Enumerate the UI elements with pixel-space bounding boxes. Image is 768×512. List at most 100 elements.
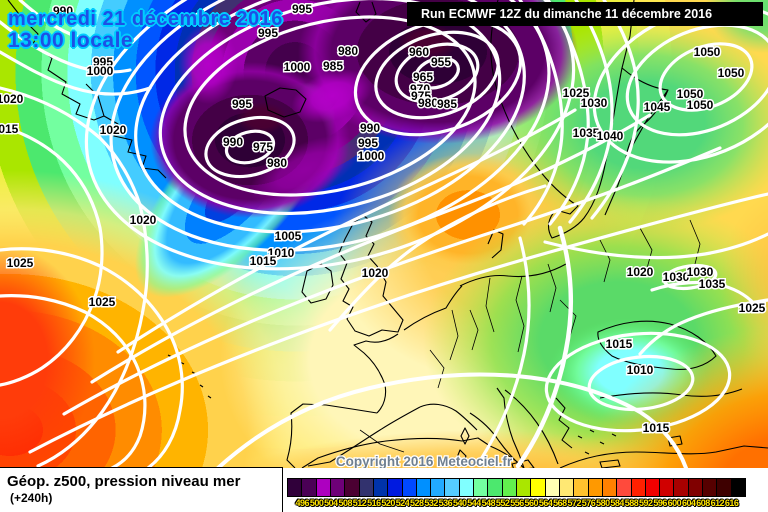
- pressure-label: 1045: [644, 100, 671, 114]
- legend-color-cell: [287, 478, 303, 497]
- pressure-label: 1010: [627, 363, 654, 377]
- pressure-label: 995: [93, 55, 113, 69]
- pressure-label: 980: [418, 96, 438, 110]
- legend-color-cell: [458, 478, 475, 497]
- legend-scale-value: 580: [596, 498, 610, 508]
- coast-greece: [555, 397, 573, 449]
- legend-color-cell: [573, 478, 589, 497]
- legend-param-box: Géop. z500, pression niveau mer (+240h): [0, 467, 283, 512]
- legend-color-cell: [702, 478, 718, 497]
- legend-color-cell: [387, 478, 403, 497]
- legend-color-cell: [344, 478, 360, 497]
- pressure-label: 1005: [275, 229, 302, 243]
- pressure-label: 1020: [100, 123, 127, 137]
- pressure-label: 995: [258, 26, 278, 40]
- legend-scale-value: 520: [381, 498, 395, 508]
- forecast-hour: (+240h): [10, 491, 53, 505]
- pressure-label: 1000: [284, 60, 311, 74]
- legend-scale-value: 548: [481, 498, 496, 508]
- legend-scale-value: 596: [653, 498, 667, 508]
- pressure-label: 960: [409, 45, 429, 59]
- legend-scale-value: 508: [338, 498, 353, 508]
- pressure-label: 1000: [358, 149, 385, 163]
- run-info-box: Run ECMWF 12Z du dimanche 11 décembre 20…: [407, 2, 763, 26]
- pressure-label: 990: [360, 121, 380, 135]
- legend-color-cell: [516, 478, 532, 497]
- legend-color-cell: [730, 478, 746, 497]
- coast-croatia: [504, 389, 559, 465]
- legend-color-cell: [329, 478, 346, 497]
- pressure-label: 1025: [563, 86, 590, 100]
- pressure-label: 985: [437, 97, 457, 111]
- legend-scale-value: 612: [710, 498, 725, 508]
- legend-colorbar: [287, 478, 746, 497]
- pressure-label: 990: [223, 135, 243, 149]
- pressure-label: 1050: [718, 66, 745, 80]
- pressure-label: 1030: [581, 96, 608, 110]
- coast-north-africa: [301, 437, 768, 468]
- legend-scale-value: 516: [367, 498, 381, 508]
- pressure-label: 1050: [677, 87, 704, 101]
- legend-color-cell: [558, 478, 575, 497]
- pressure-label: 1015: [0, 122, 19, 136]
- coast-cyprus: [667, 435, 683, 447]
- pressure-label: 995: [232, 97, 252, 111]
- copyright-text: Copyright 2016 Meteociel.fr: [336, 454, 513, 468]
- coast-baltic-south: [459, 263, 567, 287]
- run-info-text: Run ECMWF 12Z du dimanche 11 décembre 20…: [421, 7, 713, 21]
- pressure-label: 1050: [694, 45, 721, 59]
- legend-color-cell: [587, 478, 603, 497]
- legend-scale-value: 576: [581, 498, 596, 508]
- legend-color-cell: [315, 478, 331, 497]
- legend-color-cell: [501, 478, 517, 497]
- legend-scale-value: 504: [324, 498, 338, 508]
- pressure-label: 975: [253, 140, 273, 154]
- legend-scale-value: 608: [696, 498, 710, 508]
- pressure-label: 1015: [643, 421, 670, 435]
- legend-scale-value: 560: [524, 498, 539, 508]
- legend-color-cell: [430, 478, 446, 497]
- legend-color-cell: [444, 478, 460, 497]
- coast-greenland-spur: [85, 83, 105, 117]
- legend-scale-value: 564: [538, 498, 553, 508]
- legend-scale-value: 540: [452, 498, 467, 508]
- pressure-label: 1015: [250, 254, 277, 268]
- pressure-label: 1035: [699, 277, 726, 291]
- legend-scale-value: 572: [567, 498, 582, 508]
- pressure-label: 1000: [87, 64, 114, 78]
- pressure-label: 980: [267, 156, 287, 170]
- coast-france: [353, 333, 478, 431]
- pressure-label: 1025: [739, 301, 766, 315]
- pressure-label: 1035: [573, 126, 600, 140]
- legend-scale-value: 528: [410, 498, 424, 508]
- legend-scale-value: 568: [553, 498, 567, 508]
- pressure-label: 1020: [362, 266, 389, 280]
- pressure-label: 975: [411, 89, 431, 103]
- coast-corsica: [460, 427, 470, 445]
- legend-scale-value: 584: [610, 498, 624, 508]
- legend-color-cell: [544, 478, 560, 497]
- legend-color-cell: [687, 478, 704, 497]
- pressure-label: 1050: [687, 98, 714, 112]
- pressure-labels: 9909959959951000102010151020980985100096…: [0, 1, 767, 437]
- param-title: Géop. z500, pression niveau mer: [7, 473, 241, 490]
- pressure-label: 1020: [130, 213, 157, 227]
- pressure-label: 970: [410, 82, 430, 96]
- pressure-label: 1030: [687, 265, 714, 279]
- isobar-contours: [0, 0, 768, 468]
- legend-scale-value: 536: [438, 498, 453, 508]
- pressure-label: 985: [323, 59, 343, 73]
- legend-color-cell: [659, 478, 675, 497]
- pressure-label: 1020: [0, 92, 24, 106]
- coast-iceland: [264, 87, 307, 118]
- pressure-label: 965: [413, 70, 433, 84]
- legend-scale-value: 592: [639, 498, 653, 508]
- legend-scale-value: 544: [467, 498, 481, 508]
- pressure-label: 995: [292, 2, 312, 16]
- pressure-label: 1040: [597, 129, 624, 143]
- legend-scale-value: 556: [510, 498, 524, 508]
- legend-scale-value: 500: [309, 498, 324, 508]
- coast-crete: [599, 459, 621, 468]
- legend-color-cell: [473, 478, 489, 497]
